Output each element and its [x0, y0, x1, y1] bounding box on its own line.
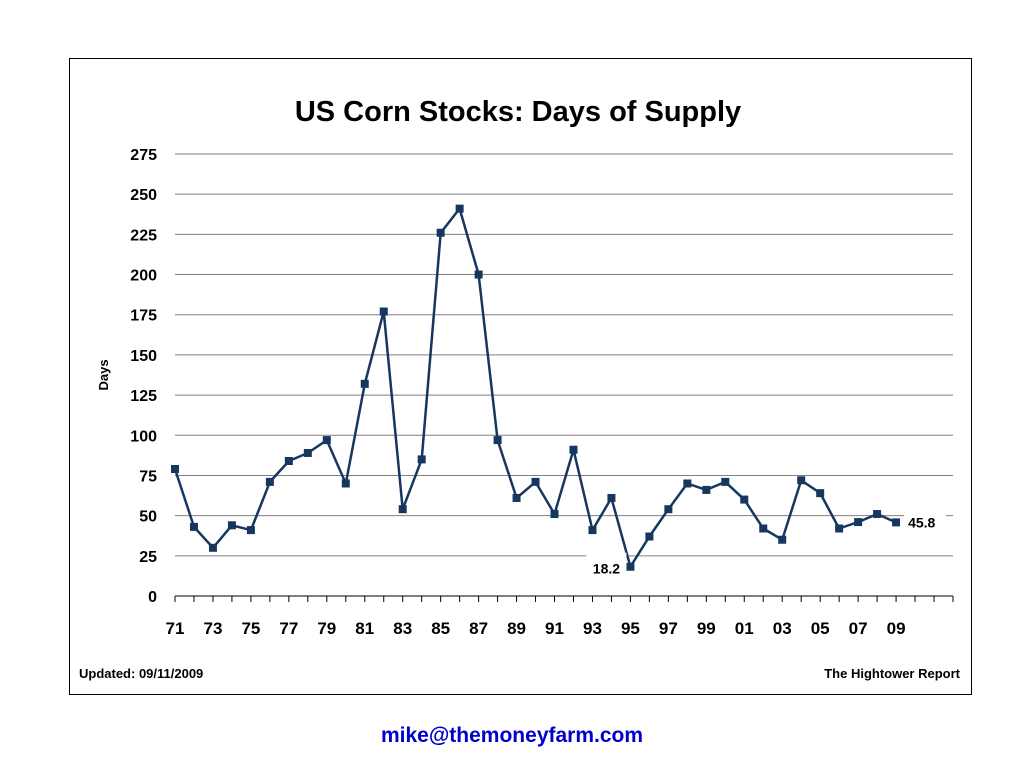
- data-label-backdrop: [904, 512, 947, 533]
- data-point: [778, 535, 787, 544]
- x-tick-label: 73: [203, 619, 222, 638]
- data-point: [455, 204, 464, 213]
- x-tick-label: 87: [469, 619, 488, 638]
- data-point: [360, 379, 369, 388]
- data-point: [512, 493, 521, 502]
- data-point: [284, 456, 293, 465]
- x-tick-label: 07: [849, 619, 868, 638]
- y-tick-label: 25: [139, 549, 157, 566]
- y-tick-label: 275: [130, 147, 157, 164]
- y-tick-label: 175: [130, 308, 157, 325]
- chart-frame: US Corn Stocks: Days of Supply Days 0 25 5…: [69, 58, 972, 695]
- data-point: [569, 445, 578, 454]
- source-credit: The Hightower Report: [824, 666, 960, 681]
- data-point: [474, 270, 483, 279]
- series-line: [173, 207, 897, 568]
- data-point: [208, 543, 217, 552]
- y-tick-label: 100: [130, 428, 157, 445]
- data-point: [854, 518, 863, 527]
- days-of-supply-chart: US Corn Stocks: Days of Supply Days 0 25 5…: [96, 96, 954, 638]
- y-tick-label: 50: [139, 509, 157, 526]
- contact-email-link[interactable]: mike@themoneyfarm.com: [380, 724, 644, 747]
- data-point: [892, 518, 901, 527]
- data-point: [417, 455, 426, 464]
- data-labels: 18.2 45.8: [586, 512, 947, 577]
- data-point: [702, 485, 711, 494]
- chart-title: US Corn Stocks: Days of Supply: [295, 96, 741, 128]
- data-point: [379, 307, 388, 316]
- data-point: [398, 505, 407, 514]
- data-point: [797, 476, 806, 485]
- y-tick-label: 200: [130, 268, 157, 285]
- x-tick-label: 01: [735, 619, 754, 638]
- data-point: [550, 510, 559, 519]
- data-label: 18.2: [593, 561, 620, 577]
- y-tick-label: 0: [148, 589, 157, 606]
- y-tick-label: 75: [139, 468, 157, 485]
- updated-date: Updated: 09/11/2009: [79, 666, 204, 681]
- data-point: [493, 436, 502, 445]
- x-tick-label: 91: [545, 619, 564, 638]
- x-tick-label: 97: [659, 619, 678, 638]
- data-point: [436, 228, 445, 237]
- x-tick-label: 83: [393, 619, 412, 638]
- data-point: [189, 522, 198, 531]
- data-point: [664, 505, 673, 514]
- x-tick-label: 95: [621, 619, 640, 638]
- x-tick-label: 79: [317, 619, 336, 638]
- data-point: [683, 479, 692, 488]
- data-point: [588, 526, 597, 535]
- x-tick-label: 93: [583, 619, 602, 638]
- x-tick-label: 05: [811, 619, 830, 638]
- data-point: [303, 448, 312, 457]
- data-label-backdrop: [586, 552, 627, 577]
- series-layer: [171, 204, 901, 571]
- data-point: [531, 477, 540, 486]
- x-tick-label: 85: [431, 619, 450, 638]
- data-point: [759, 524, 768, 533]
- data-point: [721, 477, 730, 486]
- x-tick-label: 75: [241, 619, 260, 638]
- x-tick-label: 03: [773, 619, 792, 638]
- data-point: [227, 521, 236, 530]
- x-tick-label: 09: [887, 619, 906, 638]
- data-point: [835, 524, 844, 533]
- data-label: 45.8: [908, 514, 935, 530]
- gridlines: [175, 153, 953, 557]
- y-tick-label: 150: [130, 348, 157, 365]
- y-tick-label: 250: [130, 187, 157, 204]
- x-tick-label: 89: [507, 619, 526, 638]
- y-tick-label: 225: [130, 227, 157, 244]
- data-point: [645, 532, 654, 541]
- axes: 0 25 50 75 100 125 150 175 200 225 250 275 71 73 75 77 7…: [130, 147, 954, 638]
- data-point: [322, 436, 331, 445]
- x-tick-label: 81: [355, 619, 374, 638]
- x-tick-label: 71: [166, 619, 185, 638]
- data-point: [626, 562, 635, 571]
- y-axis-label: Days: [96, 359, 111, 390]
- data-point: [171, 465, 179, 474]
- x-tick-label: 99: [697, 619, 716, 638]
- data-point: [265, 477, 274, 486]
- data-point: [246, 526, 255, 535]
- data-point: [607, 493, 616, 502]
- data-point: [873, 510, 882, 519]
- data-point: [816, 489, 825, 498]
- data-point: [341, 479, 350, 488]
- x-tick-label: 77: [279, 619, 298, 638]
- y-tick-label: 125: [130, 388, 157, 405]
- data-point: [740, 495, 749, 504]
